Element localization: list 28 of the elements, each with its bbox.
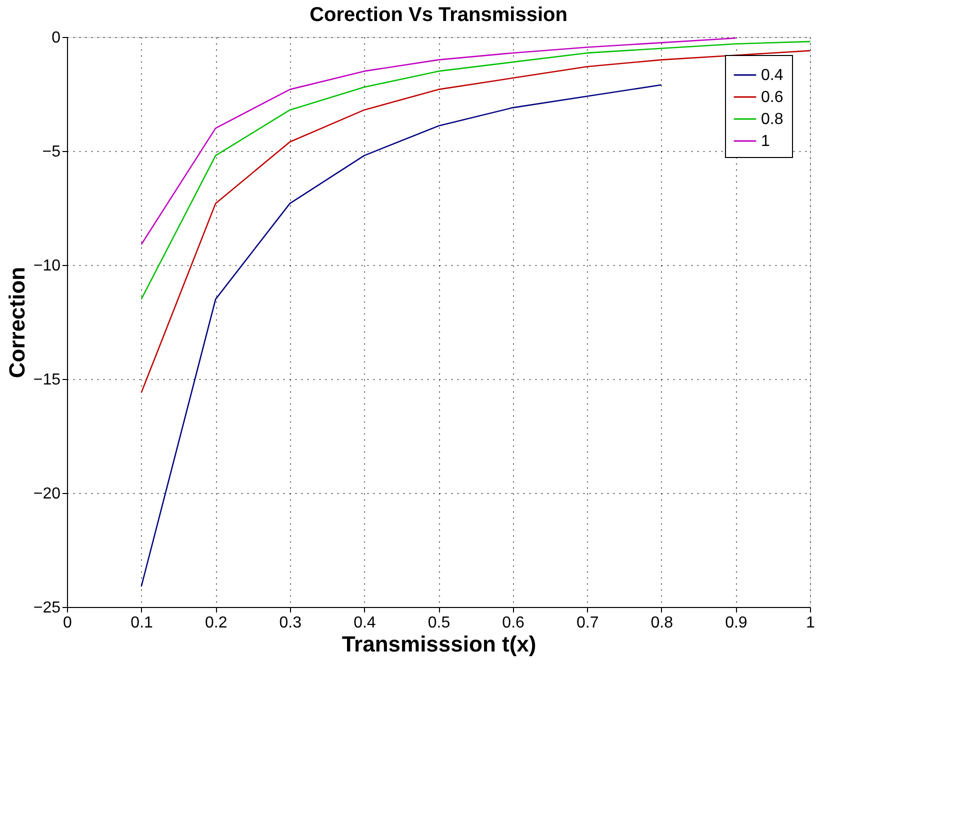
y-tick-label: −5 (42, 144, 61, 160)
x-tick-label: 0.3 (279, 614, 302, 632)
x-tick-label: 0.9 (725, 614, 748, 632)
x-tick-label: 1 (806, 614, 816, 632)
y-tick-label: −25 (33, 600, 61, 616)
x-tick-label: 0.4 (354, 614, 376, 632)
x-tick-label: 0.2 (204, 614, 228, 632)
x-tick-label: 0.6 (502, 614, 525, 632)
y-axis-title: Correction (4, 266, 30, 378)
x-tick-label: 0.7 (576, 614, 599, 632)
legend-label: 1 (761, 133, 770, 150)
legend-label: 0.6 (761, 89, 784, 106)
legend-label: 0.8 (761, 111, 784, 128)
x-tick-label: 0.1 (130, 614, 154, 632)
line-series (140, 84, 662, 588)
x-tick-label: 0.5 (428, 614, 450, 632)
line-series (140, 50, 810, 394)
line-series (140, 37, 736, 246)
y-tick-label: −15 (33, 372, 61, 388)
x-tick-label: 0.8 (650, 614, 674, 632)
x-axis-title: Transmisssion t(x) (342, 632, 536, 656)
y-tick-label: −10 (33, 258, 61, 274)
chart-title: Corection Vs Transmission (310, 4, 568, 26)
y-tick-label: 0 (52, 30, 61, 46)
y-tick-label: −20 (33, 486, 61, 502)
line-series (140, 40, 810, 300)
x-tick-label: 0 (63, 614, 72, 632)
legend-label: 0.4 (761, 67, 784, 84)
